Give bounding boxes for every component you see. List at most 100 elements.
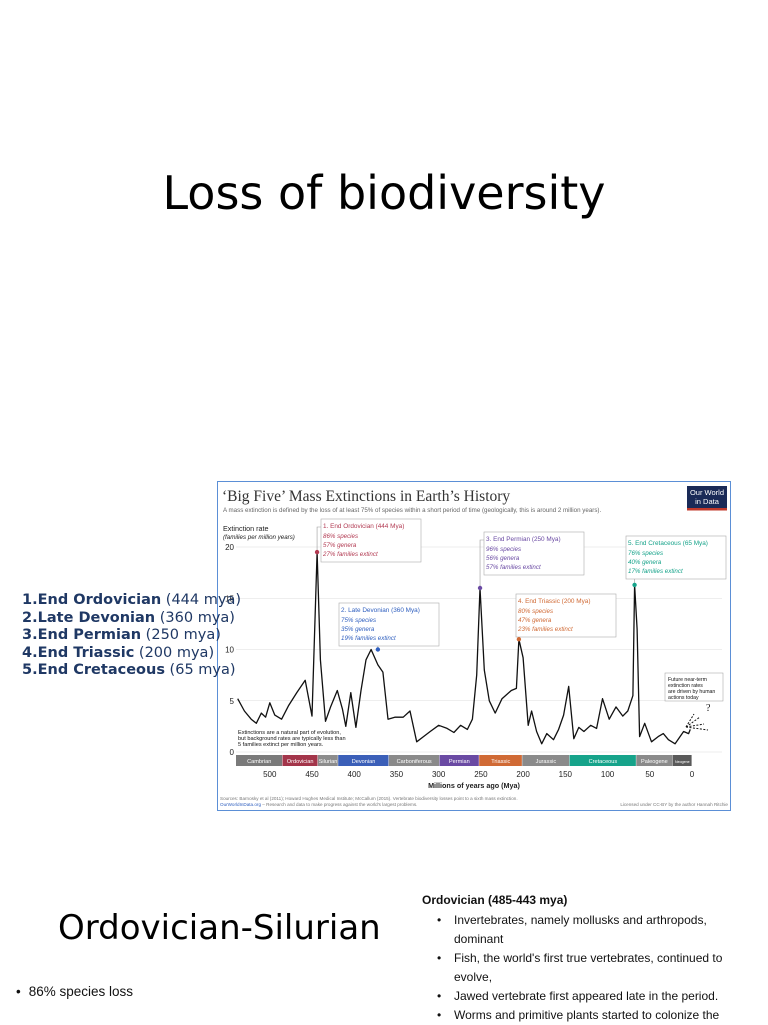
- svg-text:Extinctions are a natural part: Extinctions are a natural part of evolut…: [238, 730, 341, 736]
- x-tick-labels: 500 450 400 350 300 250 200 150 100 50 0: [263, 770, 695, 779]
- period-label: Devonian: [352, 759, 376, 765]
- x-tick-label: 0: [690, 770, 695, 779]
- annotation-leader: [479, 539, 484, 588]
- ordovician-list: Invertebrates, namely mollusks and arthr…: [422, 911, 752, 1025]
- annotation: 1. End Ordovician (444 Mya) 86% species 57…: [314, 518, 422, 563]
- annotation-title: 1. End Ordovician (444 Mya): [323, 523, 404, 530]
- svg-text:Future near-term: Future near-term: [668, 677, 707, 683]
- annotation-line: 27% families extinct: [322, 551, 378, 558]
- annotation: 4. End Triassic (200 Mya) 80% species 47% …: [515, 593, 617, 642]
- svg-text:?: ?: [706, 703, 711, 714]
- x-tick-label: 300: [432, 770, 446, 779]
- list-item: 3.End Permian (250 mya): [22, 627, 221, 643]
- annotation: 2. Late Devonian (360 Mya) 75% species 35%…: [338, 602, 440, 652]
- chart-license: Licensed under CC-BY by the author Hanna…: [620, 802, 728, 807]
- extinctions-list: 1.End Ordovician (444 mya) 2.Late Devoni…: [22, 592, 241, 680]
- x-tick-label: 100: [601, 770, 615, 779]
- list-item: Fish, the world's first true vertebrates…: [437, 949, 752, 987]
- species-loss-bullet: • 86% species loss: [16, 984, 134, 999]
- y-tick-label: 20: [225, 543, 234, 552]
- annotation-line: 23% families extinct: [517, 626, 573, 633]
- svg-text:but background rates are typic: but background rates are typically less …: [238, 736, 346, 742]
- annotation-line: 86% species: [323, 533, 358, 540]
- svg-text:actions today: actions today: [668, 695, 699, 701]
- y-tick-labels: 0 5 10 15 20: [225, 543, 234, 757]
- annotation-box: [515, 593, 617, 638]
- annotations: 1. End Ordovician (444 Mya) 86% species 57…: [314, 518, 727, 652]
- annotation-leader: [316, 526, 321, 553]
- svg-text:in Data: in Data: [695, 497, 720, 506]
- chart-sources: Sources: Barnosky et al (2011); Howard H…: [220, 796, 518, 801]
- ordovician-heading: Ordovician (485-443 mya): [422, 893, 568, 907]
- annotation-line: 35% genera: [341, 626, 375, 633]
- annotation: 5. End Cretaceous (65 Mya) 76% species 40%…: [625, 535, 727, 588]
- period-label: Cambrian: [247, 759, 271, 765]
- annotation-box: [625, 535, 727, 580]
- x-tick-label: 400: [348, 770, 362, 779]
- chart-title: ‘Big Five’ Mass Extinctions in Earth’s H…: [222, 488, 510, 505]
- section-title: Ordovician-Silurian: [58, 908, 381, 948]
- annotation-title: 2. Late Devonian (360 Mya): [341, 607, 420, 614]
- y-tick-label: 10: [225, 646, 234, 655]
- annotation-line: 19% families extinct: [341, 635, 396, 642]
- period-band: [636, 755, 673, 766]
- period-band: [569, 755, 636, 766]
- y-tick-label: 15: [225, 594, 234, 603]
- list-item: 1.End Ordovician (444 mya): [22, 592, 241, 608]
- annotation: 3. End Permian (250 Mya) 96% species 56% g…: [477, 531, 585, 591]
- svg-text:5 families extinct per million: 5 families extinct per million years.: [238, 742, 324, 748]
- period-label: Permian: [449, 759, 470, 765]
- list-item: 4.End Triassic (200 mya): [22, 644, 215, 661]
- annotation-line: 57% genera: [323, 542, 357, 549]
- extinction-rate-line: [237, 551, 691, 745]
- annotation-box: [483, 531, 585, 576]
- ordovician-notes: Ordovician (485-443 mya) Invertebrates, …: [422, 893, 752, 1025]
- annotation-line: 96% species: [486, 546, 521, 553]
- period-label: Neogene: [675, 760, 690, 764]
- annotation-title: 5. End Cretaceous (65 Mya): [628, 540, 708, 547]
- annotation-line: 57% families extinct: [486, 564, 541, 571]
- future-projection: ? Future near-term extinction rates are …: [664, 672, 724, 731]
- period-band: [672, 755, 692, 766]
- period-band: [236, 755, 283, 766]
- annotation-marker: [632, 582, 637, 588]
- annotation-line: 56% genera: [486, 555, 520, 562]
- chart-svg: ‘Big Five’ Mass Extinctions in Earth’s H…: [220, 486, 728, 807]
- y-tick-label: 0: [230, 748, 235, 757]
- period-label: Carboniferous: [397, 759, 432, 765]
- x-tick-label: 450: [305, 770, 319, 779]
- annotation-marker: [314, 549, 320, 555]
- annotation-line: 47% genera: [518, 617, 552, 624]
- x-axis-label: Millions of years ago (Mya): [428, 781, 520, 790]
- period-band: [439, 755, 479, 766]
- annotation-marker: [375, 647, 381, 652]
- x-tick-label: 50: [645, 770, 654, 779]
- list-item: 2.Late Devonian (360 mya): [22, 609, 235, 626]
- page-title: Loss of biodiversity: [162, 166, 606, 220]
- period-band: [479, 755, 522, 766]
- annotation-title: 3. End Permian (250 Mya): [486, 536, 561, 543]
- annotation-line: 80% species: [518, 608, 553, 615]
- period-label: Triassic: [491, 759, 510, 765]
- list-item: Invertebrates, namely mollusks and arthr…: [437, 911, 752, 949]
- annotation-line: 76% species: [628, 550, 663, 557]
- period-label: Jurassic: [536, 759, 557, 765]
- period-band: [282, 755, 318, 766]
- owid-logo: Our World in Data: [687, 486, 727, 511]
- annotation-line: 75% species: [341, 617, 376, 624]
- y-axis-label: Extinction rate: [223, 524, 269, 533]
- annotation-title: 4. End Triassic (200 Mya): [518, 598, 590, 605]
- list-item: Worms and primitive plants started to co…: [437, 1006, 752, 1025]
- annotation-box: [320, 518, 422, 563]
- y-tick-label: 5: [230, 697, 235, 706]
- period-band: [388, 755, 440, 766]
- y-axis-label-units: (families per million years): [223, 534, 295, 541]
- annotation-marker: [516, 637, 522, 642]
- extinctions-chart: ‘Big Five’ Mass Extinctions in Earth’s H…: [217, 481, 731, 811]
- period-label: Cretaceous: [589, 759, 618, 765]
- x-tick-label: 200: [516, 770, 530, 779]
- chart-footer: OurWorldInData.org – Research and data t…: [220, 802, 417, 807]
- owid-link: OurWorldInData.org: [220, 802, 261, 807]
- period-bar: Cambrian Ordovician Silurian Devonian Carbon…: [236, 755, 692, 766]
- list-item: Jawed vertebrate first appeared late in …: [437, 987, 752, 1006]
